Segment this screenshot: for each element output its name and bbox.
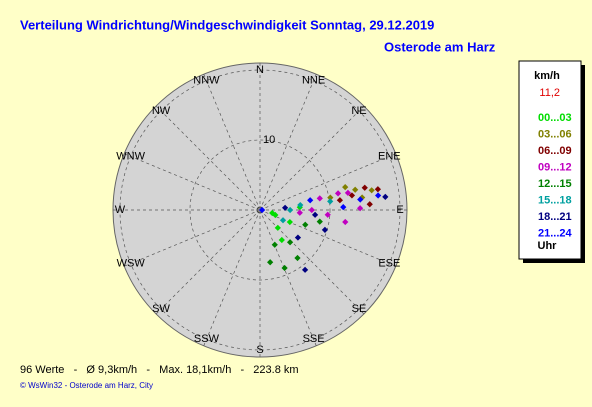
spoke (203, 209, 261, 346)
wind-point (281, 264, 288, 272)
legend-entry: 06...09 (538, 145, 572, 157)
direction-label: W (115, 204, 126, 216)
spoke (155, 105, 261, 211)
legend-entry: 03...06 (538, 128, 572, 140)
wind-point (348, 192, 356, 199)
wind-point (368, 187, 375, 194)
spoke (259, 209, 317, 346)
wind-point (301, 266, 309, 273)
legend-footer: Uhr (538, 240, 558, 252)
direction-label: N (256, 64, 264, 76)
grid-circle (189, 139, 331, 281)
direction-label: NW (152, 105, 171, 117)
spoke (124, 153, 261, 211)
footer-stats: 96 Werte - Ø 9,3km/h - Max. 18,1km/h - 2… (20, 364, 299, 376)
wind-point (294, 254, 301, 262)
r-tick-label: 10 (263, 134, 275, 146)
wind-point (267, 259, 274, 266)
legend-box (518, 60, 582, 260)
direction-label: E (396, 204, 403, 216)
wind-point (342, 184, 349, 191)
direction-label: S (256, 344, 263, 356)
legend-entry: 09...12 (538, 161, 572, 173)
direction-label: WSW (117, 257, 146, 269)
legend-entry: 21...24 (538, 227, 573, 239)
chart-title: Verteilung Windrichtung/Windgeschwindigk… (20, 17, 434, 32)
direction-label: SW (152, 303, 170, 315)
chart-subtitle: Osterode am Harz (384, 39, 496, 54)
wind-point (344, 189, 352, 197)
legend-entry: 18...21 (538, 211, 572, 223)
direction-label: SE (352, 303, 367, 315)
legend-value: 11,2 (539, 87, 560, 99)
spoke (203, 74, 261, 211)
wind-point (311, 211, 319, 218)
direction-label: ENE (378, 150, 401, 162)
spoke (124, 209, 261, 267)
spoke (259, 153, 396, 211)
wind-point (356, 205, 364, 212)
wind-point (271, 241, 278, 248)
legend-title: km/h (534, 70, 560, 82)
direction-label: NNW (193, 75, 220, 87)
direction-label: WNW (116, 150, 145, 162)
direction-label: NE (351, 105, 366, 117)
legend-entry: 00...03 (538, 112, 572, 124)
footer-credit: © WsWin32 - Osterode am Harz, City (20, 381, 153, 390)
direction-label: ESE (378, 257, 400, 269)
legend-entry: 15...18 (538, 194, 572, 206)
direction-label: SSW (194, 333, 220, 345)
direction-label: NNE (302, 75, 325, 87)
grid-circle (119, 69, 401, 351)
wind-point (281, 204, 289, 211)
spoke (259, 74, 317, 211)
legend-entry: 12...15 (538, 178, 572, 190)
direction-label: SSE (303, 333, 325, 345)
spoke (155, 209, 261, 315)
spoke (259, 105, 365, 211)
